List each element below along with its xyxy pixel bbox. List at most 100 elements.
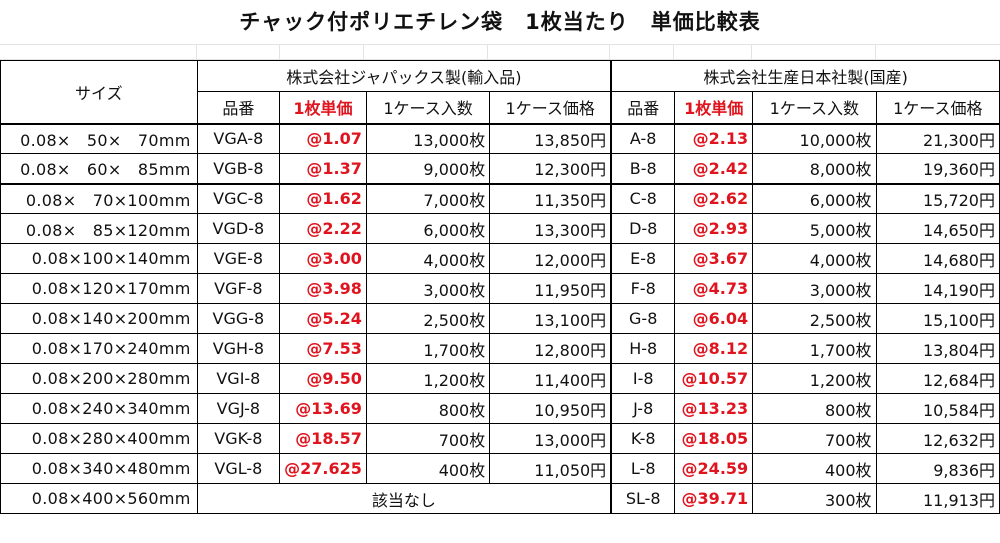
b-case-price-cell: 14,680円: [875, 243, 1000, 274]
a-unit-price-cell: @9.50: [279, 363, 367, 394]
b-case-qty-cell: 2,500枚: [752, 303, 877, 334]
b-code-cell: B-8: [610, 153, 676, 184]
b-case-price-cell: 19,360円: [875, 153, 1000, 184]
size-cell: 0.08×240×340mm: [0, 393, 198, 424]
b-case-qty-cell: 8,000枚: [752, 153, 877, 184]
table-row: 0.08×120×170mm VGF-8 @3.98 3,000枚 11,950円 F-8…: [0, 273, 1000, 304]
b-case-qty-cell: 10,000枚: [752, 122, 877, 154]
b-code-cell: L-8: [610, 453, 676, 484]
a-case-qty-cell: 1,200枚: [365, 363, 491, 394]
b-unit-price-cell: @2.93: [674, 213, 754, 244]
a-unit-price-cell: @7.53: [279, 333, 367, 364]
group-b-header: 株式会社生産日本社製(国産): [610, 60, 1000, 92]
a-case-qty-cell: 3,000枚: [365, 273, 491, 304]
a-case-price-cell: 11,950円: [489, 273, 612, 304]
table-row: 0.08×280×400mm VGK-8 @18.57 700枚 13,000円 K-8 @…: [0, 423, 1000, 454]
size-cell: 0.08× 60× 85mm: [0, 153, 198, 184]
a-case-price-cell: 11,350円: [489, 182, 612, 214]
a-case-qty-cell: 13,000枚: [365, 122, 491, 154]
b-case-qty-cell: 400枚: [752, 453, 877, 484]
table-row: 0.08×340×480mm VGL-8 @27.625 400枚 11,050円 L-8…: [0, 453, 1000, 484]
size-cell: 0.08×170×240mm: [0, 333, 198, 364]
a-case-qty-cell: 4,000枚: [365, 243, 491, 274]
size-cell: 0.08× 85×120mm: [0, 213, 198, 244]
a-case-price-cell: 11,400円: [489, 363, 612, 394]
a-unit-price-cell: @2.22: [279, 213, 367, 244]
a-case-qty-cell: 9,000枚: [365, 153, 491, 184]
a-unit-price-cell: @18.57: [279, 423, 367, 454]
b-unit-price-cell: @3.67: [674, 243, 754, 274]
b-unit-price-cell: @2.13: [674, 122, 754, 154]
a-case-price-header: 1ケース価格: [489, 91, 612, 124]
b-code-cell: F-8: [610, 273, 676, 304]
table-row: 0.08× 70×100mm VGC-8 @1.62 7,000枚 11,350円 C-8…: [0, 182, 1000, 214]
b-code-cell: I-8: [610, 363, 676, 394]
a-code-cell: VGK-8: [196, 423, 281, 454]
b-code-cell: E-8: [610, 243, 676, 274]
b-unit-price-cell: @18.05: [674, 423, 754, 454]
b-code-header: 品番: [610, 91, 676, 124]
a-code-cell: VGC-8: [196, 182, 281, 214]
b-unit-price-cell: @10.57: [674, 363, 754, 394]
size-cell: 0.08×120×170mm: [0, 273, 198, 304]
size-cell: 0.08×340×480mm: [0, 453, 198, 484]
spreadsheet-blank-row: [0, 44, 1000, 60]
a-code-cell: VGB-8: [196, 153, 281, 184]
b-unit-price-cell: @13.23: [674, 393, 754, 424]
b-code-cell: A-8: [610, 122, 676, 154]
size-cell: 0.08×400×560mm: [0, 483, 198, 514]
not-available-cell: 該当なし: [196, 483, 612, 514]
b-case-price-cell: 15,100円: [875, 303, 1000, 334]
a-unit-price-cell: @3.98: [279, 273, 367, 304]
b-unit-price-cell: @2.42: [674, 153, 754, 184]
a-unit-price-cell: @5.24: [279, 303, 367, 334]
b-code-cell: G-8: [610, 303, 676, 334]
b-case-price-cell: 9,836円: [875, 453, 1000, 484]
b-case-qty-header: 1ケース入数: [752, 91, 877, 124]
a-code-cell: VGE-8: [196, 243, 281, 274]
b-case-qty-cell: 1,700枚: [752, 333, 877, 364]
table-row: 0.08× 85×120mm VGD-8 @2.22 6,000枚 13,300円 D-8…: [0, 213, 1000, 244]
b-case-qty-cell: 800枚: [752, 393, 877, 424]
a-case-qty-cell: 700枚: [365, 423, 491, 454]
a-case-price-cell: 12,800円: [489, 333, 612, 364]
b-case-price-cell: 10,584円: [875, 393, 1000, 424]
table-row: 0.08×200×280mm VGI-8 @9.50 1,200枚 11,400円 I-8…: [0, 363, 1000, 394]
table-row: 0.08×240×340mm VGJ-8 @13.69 800枚 10,950円 J-8 @…: [0, 393, 1000, 424]
a-case-price-cell: 13,000円: [489, 423, 612, 454]
a-case-price-cell: 12,000円: [489, 243, 612, 274]
a-case-price-cell: 10,950円: [489, 393, 612, 424]
a-case-price-cell: 13,100円: [489, 303, 612, 334]
price-comparison-table: サイズ 株式会社ジャパックス製(輸入品) 株式会社生産日本社製(国産) 品番 1…: [0, 60, 1000, 514]
a-case-price-cell: 12,300円: [489, 153, 612, 184]
b-code-cell: H-8: [610, 333, 676, 364]
a-unit-price-cell: @1.62: [279, 182, 367, 214]
b-case-price-header: 1ケース価格: [875, 91, 1000, 124]
a-unit-price-header: 1枚単価: [279, 91, 367, 124]
b-unit-price-header: 1枚単価: [674, 91, 754, 124]
a-case-price-cell: 13,850円: [489, 122, 612, 154]
b-case-qty-cell: 1,200枚: [752, 363, 877, 394]
a-code-cell: VGF-8: [196, 273, 281, 304]
a-case-qty-cell: 1,700枚: [365, 333, 491, 364]
a-code-cell: VGJ-8: [196, 393, 281, 424]
a-code-cell: VGH-8: [196, 333, 281, 364]
b-unit-price-cell: @2.62: [674, 182, 754, 214]
a-unit-price-cell: @3.00: [279, 243, 367, 274]
a-unit-price-cell: @1.37: [279, 153, 367, 184]
table-row: 0.08×140×200mm VGG-8 @5.24 2,500枚 13,100円 G-8…: [0, 303, 1000, 334]
table-row: 0.08×170×240mm VGH-8 @7.53 1,700枚 12,800円 H-8…: [0, 333, 1000, 364]
size-cell: 0.08×200×280mm: [0, 363, 198, 394]
table-row: 0.08× 60× 85mm VGB-8 @1.37 9,000枚 12,300円 B-8…: [0, 153, 1000, 184]
table-row: 0.08× 50× 70mm VGA-8 @1.07 13,000枚 13,850円 A-…: [0, 122, 1000, 154]
a-unit-price-cell: @27.625: [279, 453, 367, 484]
a-code-cell: VGD-8: [196, 213, 281, 244]
size-cell: 0.08×280×400mm: [0, 423, 198, 454]
b-unit-price-cell: @39.71: [674, 483, 754, 514]
a-unit-price-cell: @1.07: [279, 122, 367, 154]
b-unit-price-cell: @24.59: [674, 453, 754, 484]
b-code-cell: SL-8: [610, 483, 676, 514]
a-case-price-cell: 11,050円: [489, 453, 612, 484]
b-case-price-cell: 12,684円: [875, 363, 1000, 394]
b-code-cell: J-8: [610, 393, 676, 424]
